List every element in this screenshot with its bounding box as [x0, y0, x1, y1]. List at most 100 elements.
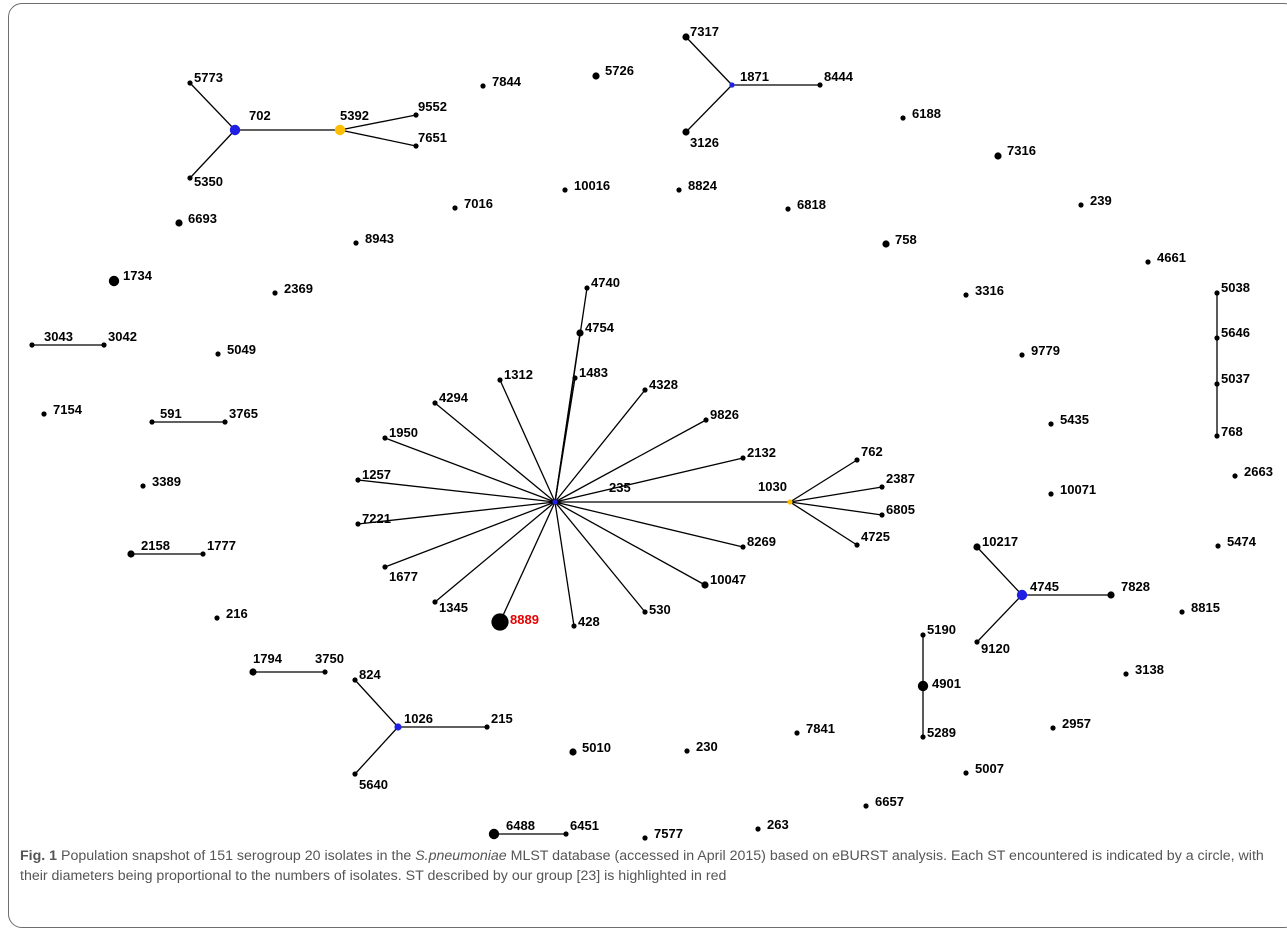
edge-5392-7651 — [339, 129, 417, 147]
node-label-10217: 10217 — [982, 534, 1018, 549]
node-label-1483: 1483 — [579, 365, 608, 380]
node-1794 — [249, 668, 257, 676]
edge-235-7221 — [357, 501, 556, 525]
node-4294 — [432, 400, 438, 406]
node-label-7316: 7316 — [1007, 143, 1036, 158]
node-4661 — [1145, 259, 1151, 265]
node-label-6451: 6451 — [570, 818, 599, 833]
figure-frame — [8, 3, 1287, 928]
node-4745 — [1016, 589, 1028, 601]
figure-label: Fig. 1 — [20, 848, 58, 864]
node-label-7577: 7577 — [654, 826, 683, 841]
node-label-591: 591 — [160, 406, 182, 421]
node-label-3750: 3750 — [315, 651, 344, 666]
node-530 — [642, 609, 648, 615]
node-label-702: 702 — [249, 108, 271, 123]
node-10016 — [562, 187, 568, 193]
caption-text-before: Population snapshot of 151 serogroup 20 … — [61, 848, 412, 864]
node-1734 — [108, 275, 120, 287]
node-3316 — [963, 292, 969, 298]
node-label-2369: 2369 — [284, 281, 313, 296]
node-label-758: 758 — [895, 232, 917, 247]
node-1677 — [382, 564, 388, 570]
node-label-1950: 1950 — [389, 425, 418, 440]
node-4754 — [576, 329, 584, 337]
edge-235-1677 — [384, 501, 556, 568]
node-label-5038: 5038 — [1221, 280, 1250, 295]
node-7651 — [413, 143, 419, 149]
node-5289 — [920, 734, 926, 740]
node-9120 — [974, 639, 980, 645]
node-label-428: 428 — [578, 614, 600, 629]
node-7828 — [1107, 591, 1115, 599]
node-6488 — [488, 828, 500, 840]
node-label-5350: 5350 — [194, 174, 223, 189]
node-label-7221: 7221 — [362, 511, 391, 526]
node-5007 — [963, 770, 969, 776]
node-label-5726: 5726 — [605, 63, 634, 78]
edge-235-10047 — [554, 501, 706, 586]
node-7841 — [794, 730, 800, 736]
edge-235-4294 — [434, 402, 556, 503]
node-label-768: 768 — [1221, 424, 1243, 439]
node-3042 — [101, 342, 107, 348]
node-label-530: 530 — [649, 602, 671, 617]
node-label-5037: 5037 — [1221, 371, 1250, 386]
node-263 — [755, 826, 761, 832]
node-label-5007: 5007 — [975, 761, 1004, 776]
node-8269 — [740, 544, 746, 550]
node-5726 — [592, 72, 600, 80]
node-7844 — [480, 83, 486, 89]
node-10047 — [701, 581, 709, 589]
node-2158 — [127, 550, 135, 558]
node-label-3389: 3389 — [152, 474, 181, 489]
node-label-9826: 9826 — [710, 407, 739, 422]
node-label-1794: 1794 — [253, 651, 283, 666]
node-label-235: 235 — [609, 480, 631, 495]
node-5037 — [1214, 381, 1220, 387]
node-label-10071: 10071 — [1060, 482, 1096, 497]
labels-layer: 235 4740 4754 1483 1312 4294 4328 9826 1950 2132 1… — [44, 24, 1273, 841]
node-label-263: 263 — [767, 817, 789, 832]
node-label-9779: 9779 — [1031, 343, 1060, 358]
node-2957 — [1050, 725, 1056, 731]
node-7316 — [994, 152, 1002, 160]
edge-5392-9552 — [339, 114, 417, 131]
edge-235-2132 — [554, 457, 744, 503]
node-label-7317: 7317 — [690, 24, 719, 39]
node-label-7841: 7841 — [806, 721, 835, 736]
node-label-216: 216 — [226, 606, 248, 621]
edge-702-5773 — [189, 82, 236, 131]
node-label-7828: 7828 — [1121, 579, 1150, 594]
node-label-1734: 1734 — [123, 268, 153, 283]
node-label-2132: 2132 — [747, 445, 776, 460]
node-label-215: 215 — [491, 711, 513, 726]
node-label-1257: 1257 — [362, 467, 391, 482]
node-label-230: 230 — [696, 739, 718, 754]
edge-235-9826 — [554, 419, 707, 503]
node-label-239: 239 — [1090, 193, 1112, 208]
node-label-6805: 6805 — [886, 502, 915, 517]
node-label-762: 762 — [861, 444, 883, 459]
node-label-5773: 5773 — [194, 70, 223, 85]
edge-235-8269 — [554, 501, 744, 548]
node-9779 — [1019, 352, 1025, 358]
edge-1026-824 — [354, 679, 399, 728]
node-5049 — [215, 351, 221, 357]
edge-1030-762 — [789, 459, 858, 503]
node-label-3042: 3042 — [108, 329, 137, 344]
node-5640 — [352, 771, 358, 777]
node-label-4754: 4754 — [585, 320, 615, 335]
node-label-3316: 3316 — [975, 283, 1004, 298]
node-6693 — [175, 219, 183, 227]
node-label-5646: 5646 — [1221, 325, 1250, 340]
edge-1871-7317 — [685, 36, 733, 86]
node-1345 — [432, 599, 438, 605]
node-3765 — [222, 419, 228, 425]
edge-1026-5640 — [354, 726, 399, 775]
node-7016 — [452, 205, 458, 211]
node-label-5190: 5190 — [927, 622, 956, 637]
node-label-2957: 2957 — [1062, 716, 1091, 731]
edge-235-530 — [554, 501, 646, 613]
node-label-2387: 2387 — [886, 471, 915, 486]
